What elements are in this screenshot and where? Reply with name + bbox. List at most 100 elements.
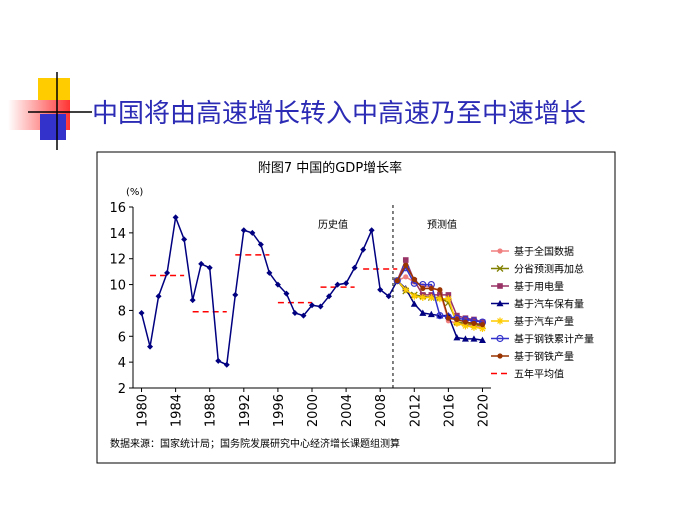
marker [478,336,486,343]
legend-label: 基于用电量 [514,280,564,293]
marker [411,276,417,282]
history-point [257,241,264,248]
x-tick-label: 1988 [204,394,219,427]
history-point [198,260,205,267]
y-tick-label: 16 [109,201,126,216]
marker [403,274,409,280]
history-point [155,293,162,300]
title-decoration [8,72,92,150]
legend-label: 基于汽车产量 [514,315,574,328]
marker [428,285,434,292]
marker [496,265,504,272]
annotation: 预测值 [427,218,457,231]
marker [427,310,435,318]
legend-label: 基于全国数据 [514,245,574,258]
history-point [274,281,281,288]
x-tick-label: 2008 [374,394,389,427]
history-point [360,246,367,253]
history-point [266,269,273,276]
legend-label: 基于钢铁产量 [514,350,574,363]
marker [496,300,504,307]
marker [497,283,503,289]
marker [453,334,461,341]
x-tick-label: 2020 [476,394,491,427]
slide-title: 中国将由高速增长转入中高速乃至中速增长 [92,99,586,129]
marker [454,316,460,323]
marker [437,287,443,293]
x-tick-label: 2004 [340,394,355,427]
history-point [309,302,315,309]
history-point [181,236,188,243]
legend-label: 基于汽车保有量 [514,298,584,311]
marker [470,335,478,342]
marker [496,317,504,325]
x-tick-label: 1992 [238,394,253,427]
history-point [138,310,145,317]
annotation: 历史值 [318,218,348,231]
marker [461,335,469,342]
y-tick-label: 4 [118,356,126,371]
history-point [249,229,256,236]
history-point [223,361,230,368]
marker [403,262,409,268]
marker [497,353,503,359]
history-point [215,357,222,364]
history-point [317,303,324,310]
marker [478,325,486,333]
y-tick-label: 8 [118,304,126,319]
history-point [206,264,213,271]
history-point [385,293,392,300]
marker [445,292,452,298]
x-tick-label: 2000 [306,394,321,427]
history-point [164,269,171,276]
history-point [377,286,384,293]
marker [471,316,477,323]
y-tick-label: 14 [109,227,126,242]
y-tick-label: 6 [118,330,126,345]
history-point [147,343,154,350]
y-tick-label: 2 [118,382,126,397]
history-point [368,227,375,234]
marker [419,309,427,316]
marker [419,294,427,301]
marker [436,312,444,320]
marker [497,248,503,254]
marker [437,292,443,298]
x-tick-label: 1980 [136,394,151,427]
history-point [326,293,333,300]
history-point [283,290,290,297]
marker [393,277,401,285]
marker [445,315,451,321]
history-point [300,312,307,319]
x-tick-label: 1984 [170,394,185,427]
history-point [189,297,196,304]
chart-title: 附图7 中国的GDP增长率 [258,160,402,176]
marker [410,292,418,300]
marker [470,323,478,331]
history-point [172,214,179,221]
marker [496,334,504,343]
marker [462,319,469,325]
y-axis-label: (%) [126,187,143,198]
history-point [240,227,247,234]
marker [410,300,418,307]
marker [444,295,452,303]
plot: 2 4 6 8 10 12 14 16 1980 1984 1988 1992 1996 2000 2004… [109,201,594,427]
legend-label: 基于钢铁累计产量 [514,333,594,346]
chart-frame [96,151,616,464]
history-point [334,281,341,288]
marker [462,315,469,321]
marker [394,278,400,284]
y-tick-label: 10 [109,279,126,294]
marker [402,286,410,294]
marker [471,320,477,326]
x-tick-label: 1996 [272,394,287,427]
marker [453,319,461,327]
history-point [232,291,239,298]
legend-label: 五年平均值 [514,368,564,381]
x-tick-label: 2016 [442,394,457,427]
source-note: 数据来源：国家统计局；国务院发展研究中心经济增长课题组测算 [110,437,400,450]
marker [479,322,486,328]
history-point [351,264,358,271]
history-point [343,280,350,287]
